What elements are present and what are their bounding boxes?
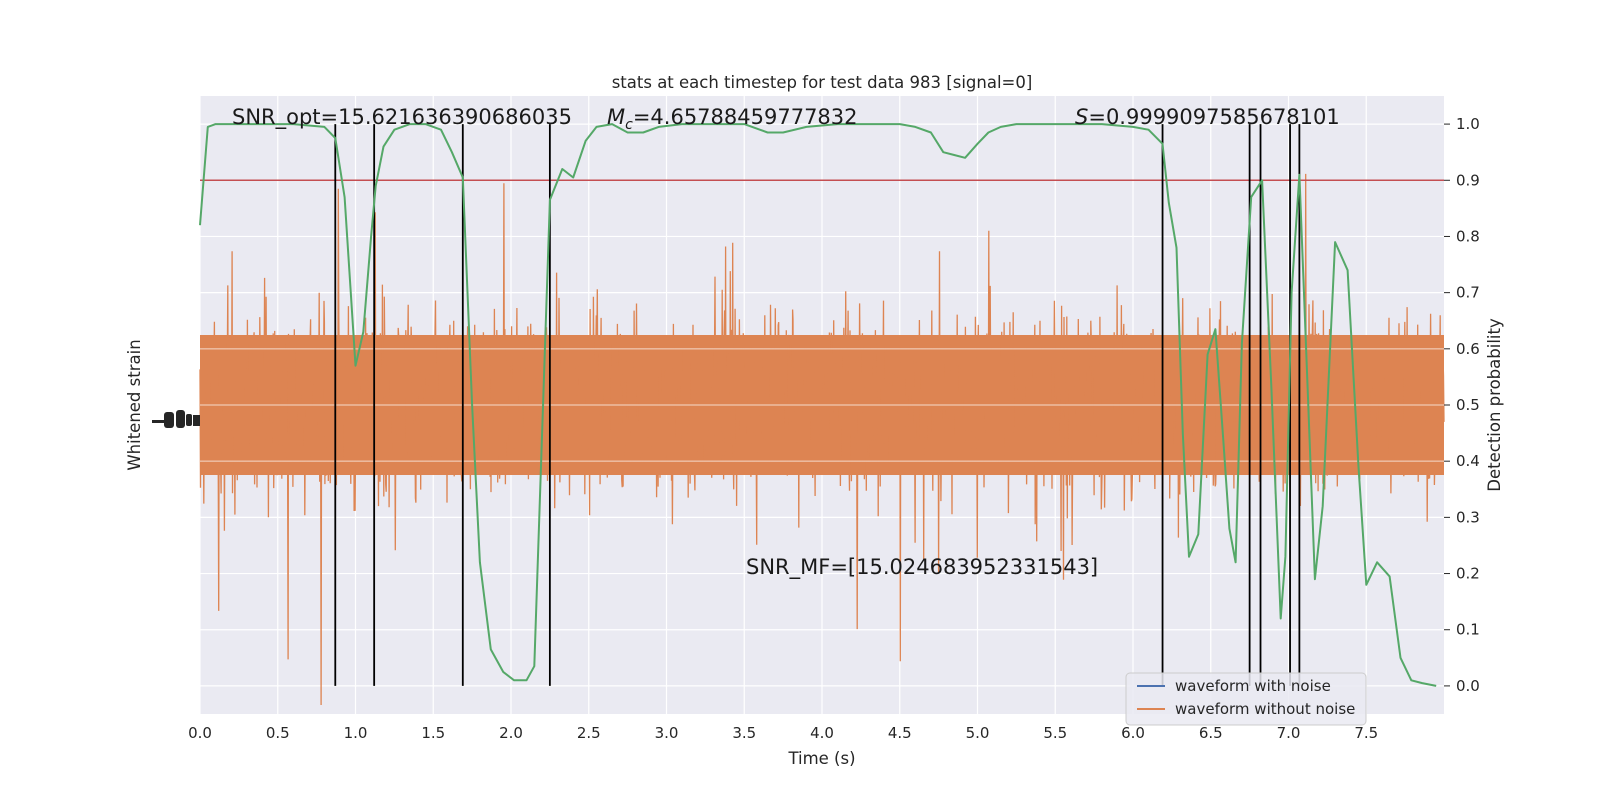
snr-opt-annotation: SNR_opt=15.621636390686035 [232, 105, 572, 130]
x-tick-label: 0.0 [188, 724, 212, 742]
x-tick-label: 5.0 [966, 724, 990, 742]
y-tick-label: 0.6 [1456, 340, 1480, 358]
x-tick-label: 0.5 [266, 724, 290, 742]
chirp-mass-subscript: c [625, 117, 633, 133]
y-tick-label: 1.0 [1456, 115, 1480, 133]
x-tick-label: 6.0 [1121, 724, 1145, 742]
x-tick-label: 3.5 [732, 724, 756, 742]
y-tick-label: 0.5 [1456, 396, 1480, 414]
s-annotation: S=0.9999097585678101 [1075, 105, 1340, 129]
s-symbol: S [1075, 105, 1088, 129]
strain-series-waveform-without-noise [199, 173, 1445, 706]
detection-probability-series [199, 123, 1437, 687]
y-tick-label: 0.7 [1456, 284, 1480, 302]
x-tick-label: 7.0 [1277, 724, 1301, 742]
y-tick-label: 0.0 [1456, 677, 1480, 695]
legend-label-with-noise: waveform with noise [1175, 677, 1331, 695]
strain-trace [199, 173, 1445, 706]
x-tick-label: 4.0 [810, 724, 834, 742]
chirp-mass-annotation: Mc=4.65788459777832 [607, 105, 858, 133]
right-y-axis-label: Detection probability [1485, 318, 1504, 492]
x-axis-label: Time (s) [787, 749, 855, 768]
detection-probability-line [199, 123, 1437, 687]
x-tick-label: 6.5 [1199, 724, 1223, 742]
y-tick-label: 0.8 [1456, 227, 1480, 245]
x-tick-label: 1.5 [421, 724, 445, 742]
x-tick-label: 1.0 [344, 724, 368, 742]
x-axis-ticks: 0.0 0.5 1.0 1.5 2.0 2.5 3.0 3.5 4.0 4.5 5.0 5.5 6.0 6… [188, 724, 1378, 742]
y-tick-label: 0.2 [1456, 565, 1480, 583]
chirp-mass-value: =4.65788459777832 [633, 105, 858, 129]
left-axis-tick-cluster [152, 410, 200, 428]
x-tick-label: 2.0 [499, 724, 523, 742]
legend: waveform with noise waveform without noi… [1125, 672, 1367, 726]
chirp-mass-symbol: M [607, 105, 625, 129]
legend-box [1125, 672, 1367, 726]
y-tick-label: 0.1 [1456, 621, 1480, 639]
left-y-axis-label: Whitened strain [125, 339, 144, 470]
right-y-axis-ticks: 0.0 0.1 0.2 0.3 0.4 0.5 0.6 0.7 0.8 0.9 1.0 [1444, 115, 1480, 695]
x-tick-label: 7.5 [1354, 724, 1378, 742]
x-tick-label: 5.5 [1043, 724, 1067, 742]
y-tick-label: 0.4 [1456, 452, 1480, 470]
y-tick-label: 0.3 [1456, 508, 1480, 526]
x-tick-label: 4.5 [888, 724, 912, 742]
y-tick-label: 0.9 [1456, 171, 1480, 189]
x-tick-label: 3.0 [655, 724, 679, 742]
legend-label-without-noise: waveform without noise [1175, 700, 1355, 718]
s-value: =0.9999097585678101 [1088, 105, 1339, 129]
x-tick-label: 2.5 [577, 724, 601, 742]
vertical-markers [334, 124, 1301, 686]
snr-mf-annotation: SNR_MF=[15.024683952331543] [746, 555, 1098, 580]
chart-title: stats at each timestep for test data 983… [612, 73, 1033, 92]
